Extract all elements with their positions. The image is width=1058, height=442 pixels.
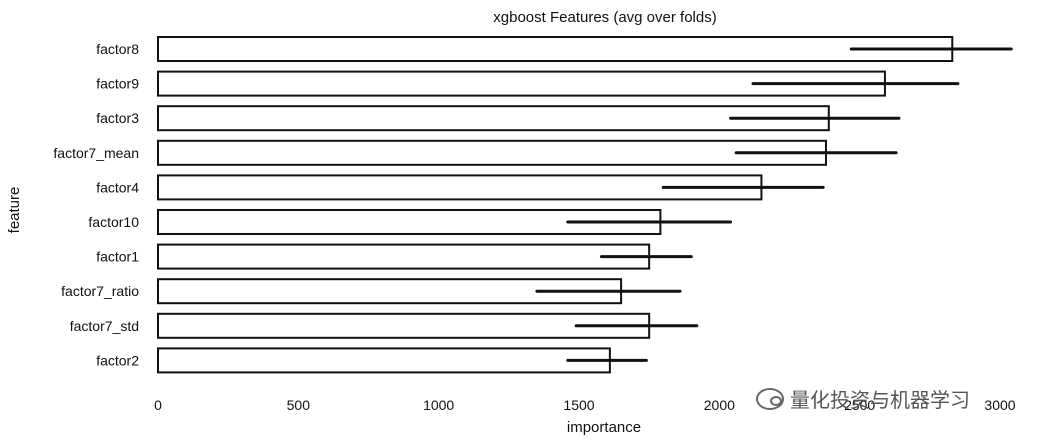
y-tick-label: factor1 [96,249,139,265]
watermark-text: 量化投资与机器学习 [790,390,970,412]
chart-title: xgboost Features (avg over folds) [493,9,716,26]
y-tick-label: factor7_mean [53,145,139,161]
wechat-icon [756,387,784,410]
x-tick-label: 1000 [423,397,454,413]
bars-group [157,36,954,374]
bar-factor3 [157,105,830,132]
y-tick-label: factor9 [96,76,139,92]
x-axis-label: importance [567,419,641,436]
y-tick-label: factor10 [88,214,139,230]
x-tick-labels: 0 500 1000 1500 2000 2500 3000 [154,397,1016,413]
y-tick-label: factor2 [96,352,139,368]
y-tick-labels: factor8 factor9 factor3 factor7_mean factor4… [53,41,139,368]
error-bars-group [535,47,1013,362]
bar-factor4 [157,174,763,201]
watermark: 量化投资与机器学习 [756,384,970,413]
bar-factor7_std [157,312,651,339]
x-tick-label: 2500 [844,397,875,413]
bar-factor8 [157,36,954,62]
y-tick-label: factor7_ratio [61,283,139,299]
x-tick-label: 0 [154,397,162,413]
y-tick-label: factor4 [96,179,139,195]
bar-factor2 [157,347,611,374]
bar-factor7_mean [157,139,827,166]
x-tick-label: 500 [287,397,311,413]
x-tick-label: 1500 [563,397,594,413]
x-tick-label: 3000 [984,397,1015,413]
y-tick-label: factor3 [96,110,139,126]
y-tick-label: factor7_std [70,318,139,334]
y-axis-label: feature [6,187,23,234]
x-tick-label: 2000 [704,397,735,413]
bar-factor1 [157,243,651,270]
y-tick-label: factor8 [96,41,139,57]
